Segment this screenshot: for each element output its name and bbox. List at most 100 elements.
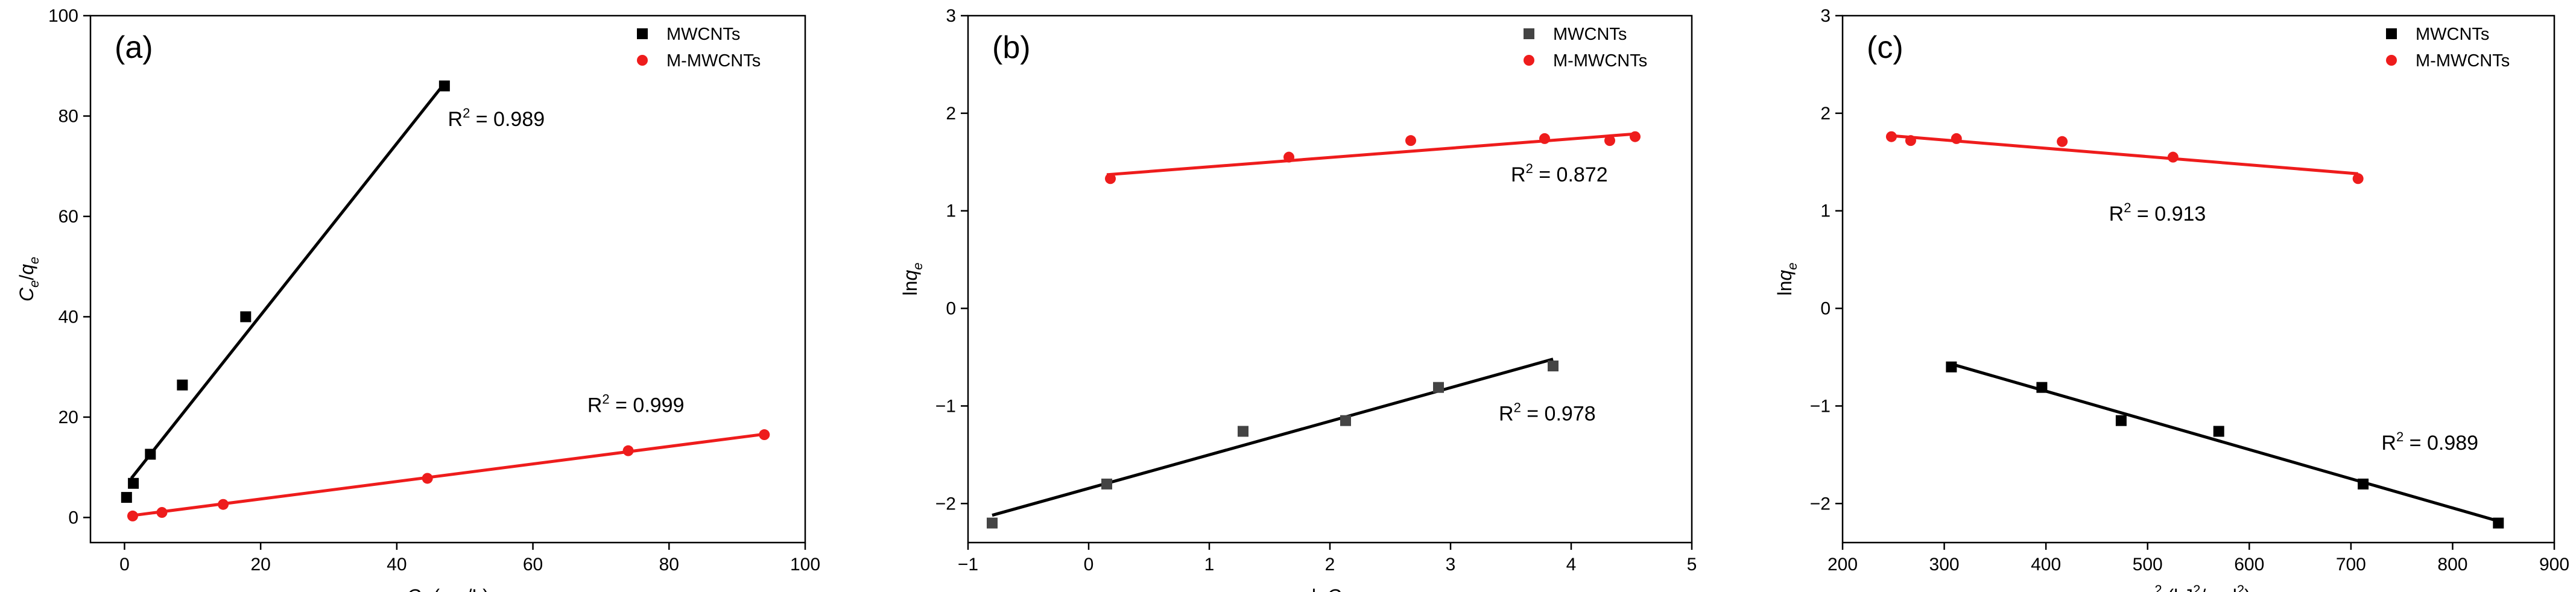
r2-annotation: R2 = 0.989 [2381, 429, 2478, 455]
data-point [1283, 151, 1294, 163]
legend-entry: M-MWCNTs [666, 51, 761, 71]
r2-annotation: R2 = 0.872 [1511, 161, 1608, 186]
data-point [2352, 173, 2364, 184]
data-point [2036, 382, 2048, 393]
x-tick-label: 1 [1204, 555, 1215, 575]
y-tick-label: 1 [1820, 201, 1831, 221]
y-tick-label: 100 [48, 6, 78, 26]
data-point [622, 445, 634, 456]
y-axis-label: lnqe [899, 263, 925, 296]
legend: MWCNTs M-MWCNTs [1524, 25, 1647, 71]
x-tick-label: 60 [523, 555, 543, 575]
axes-frame [89, 14, 806, 544]
data-point [422, 473, 433, 484]
x-tick-label: 100 [790, 555, 820, 575]
data-point [1101, 478, 1112, 490]
x-tick-label: 5 [1687, 555, 1697, 575]
r2-annotation: R2 = 0.913 [2109, 200, 2206, 225]
x-tick-label: 300 [1929, 555, 1960, 575]
data-point [1946, 361, 1957, 373]
y-tick-label: −2 [1810, 494, 1831, 514]
y-tick-label: 80 [59, 106, 78, 126]
data-point [1238, 426, 1248, 437]
data-point [1405, 135, 1416, 146]
series-m-mwcnts: R2 = 0.999 [127, 392, 770, 521]
x-tick-label: 2 [1325, 555, 1335, 575]
data-point [240, 311, 252, 323]
series-mwcnts: R2 = 0.989 [121, 80, 545, 503]
data-point [1548, 361, 1559, 372]
y-tick-label: −2 [935, 494, 956, 514]
x-axis-label: lnCe [1312, 585, 1348, 592]
y-tick-label: 20 [59, 408, 78, 427]
fit-line [992, 357, 1554, 517]
x-axis-label: Ce (mg/L) [407, 585, 489, 592]
data-point [1951, 133, 1962, 144]
y-tick-label: 3 [946, 6, 956, 26]
data-point [1340, 415, 1351, 426]
fit-line [1891, 134, 2358, 175]
legend-marker [637, 55, 648, 66]
data-point [2213, 426, 2224, 437]
x-tick-label: 500 [2133, 555, 2163, 575]
legend: MWCNTs M-MWCNTs [2386, 25, 2510, 71]
y-axis-label: lnqe [1774, 263, 1800, 296]
legend-marker [1524, 55, 1534, 66]
y-tick-label: 3 [1820, 6, 1831, 26]
legend-marker [1524, 28, 1534, 39]
data-point [1604, 135, 1615, 146]
legend-marker [2386, 28, 2397, 39]
data-point [1630, 131, 1641, 142]
x-tick-label: 200 [1828, 555, 1858, 575]
y-tick-label: 0 [68, 508, 78, 527]
legend-marker [2386, 55, 2397, 66]
y-tick-label: 0 [946, 299, 956, 319]
data-point [128, 477, 139, 489]
y-tick-label: −1 [935, 396, 956, 416]
x-tick-label: 40 [387, 555, 407, 575]
legend-entry: MWCNTs [1553, 25, 1627, 44]
x-tick-label: 700 [2336, 555, 2366, 575]
legend-entry: M-MWCNTs [2416, 51, 2510, 71]
y-tick-label: 2 [946, 104, 956, 124]
data-point [2115, 415, 2127, 426]
y-tick-label: 1 [946, 201, 956, 221]
data-point [177, 379, 188, 391]
data-point [1885, 131, 1897, 142]
x-tick-label: 600 [2234, 555, 2264, 575]
r2-annotation: R2 = 0.999 [587, 392, 685, 417]
x-tick-label: 3 [1446, 555, 1456, 575]
series-m-mwcnts: R2 = 0.913 [1885, 131, 2364, 225]
data-point [1539, 133, 1550, 144]
x-tick-label: 400 [2031, 555, 2061, 575]
x-tick-label: 0 [1084, 555, 1094, 575]
data-point [156, 507, 168, 518]
legend-marker [637, 28, 648, 39]
series-m-mwcnts: R2 = 0.872 [1105, 131, 1641, 186]
x-tick-label: 4 [1566, 555, 1577, 575]
y-tick-label: 40 [59, 307, 78, 327]
data-point [1105, 173, 1116, 184]
x-tick-label: 800 [2437, 555, 2467, 575]
panel-label: (c) [1867, 30, 1904, 65]
y-tick-label: −1 [1810, 396, 1831, 416]
x-tick-label: −1 [958, 555, 978, 575]
data-point [1433, 382, 1444, 393]
data-point [1905, 135, 1916, 146]
series-mwcnts: R2 = 0.989 [1946, 361, 2504, 529]
panel-0: 0 20 40 60 80 100 0 20 40 60 80 100 Ce (mg/L) Ce/qe (a… [16, 6, 820, 592]
y-tick-label: 60 [59, 207, 78, 227]
data-point [218, 499, 229, 510]
data-point [438, 80, 450, 92]
x-tick-label: 900 [2539, 555, 2569, 575]
panel-label: (a) [115, 30, 153, 65]
panel-1: −1 0 1 2 3 4 5 −2 −1 0 1 2 3 lnCe lnqe (b) R2 = 0.978 R2 … [899, 6, 1697, 592]
data-point [121, 492, 132, 503]
x-axis-label: ε2 (kJ2/mol2) [2146, 582, 2250, 592]
y-tick-label: 0 [1820, 299, 1831, 319]
x-tick-label: 80 [659, 555, 679, 575]
data-point [145, 449, 156, 460]
legend: MWCNTs M-MWCNTs [637, 25, 761, 71]
data-point [759, 429, 770, 441]
